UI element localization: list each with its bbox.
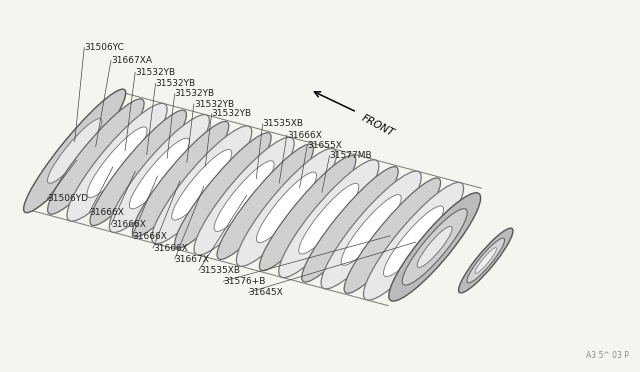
Ellipse shape [214, 161, 274, 231]
Ellipse shape [467, 238, 504, 283]
Ellipse shape [301, 167, 398, 282]
Ellipse shape [152, 126, 252, 244]
Ellipse shape [259, 155, 356, 271]
Ellipse shape [475, 248, 497, 273]
Ellipse shape [257, 172, 317, 243]
Text: 31532YB: 31532YB [212, 109, 252, 118]
Ellipse shape [129, 138, 189, 209]
Text: 31576+B: 31576+B [223, 277, 266, 286]
Ellipse shape [24, 89, 125, 213]
Ellipse shape [87, 127, 147, 198]
Ellipse shape [299, 183, 359, 254]
Ellipse shape [388, 193, 481, 301]
Ellipse shape [109, 115, 209, 232]
Text: 31666X: 31666X [111, 220, 146, 229]
Ellipse shape [321, 171, 421, 289]
Text: 31667XA: 31667XA [111, 56, 152, 65]
Text: 31506YC: 31506YC [84, 43, 124, 52]
Text: 31532YB: 31532YB [156, 79, 196, 88]
Text: 31532YB: 31532YB [175, 89, 215, 98]
Text: A3 5^ 03 P: A3 5^ 03 P [586, 351, 629, 360]
Ellipse shape [236, 148, 337, 266]
Ellipse shape [47, 119, 102, 183]
Ellipse shape [194, 137, 294, 255]
Ellipse shape [175, 133, 271, 248]
Text: 31535XB: 31535XB [199, 266, 240, 275]
Text: 31666X: 31666X [287, 131, 322, 140]
Text: 31645X: 31645X [248, 288, 284, 297]
Ellipse shape [417, 226, 452, 267]
Ellipse shape [364, 182, 463, 300]
Text: 31666X: 31666X [153, 244, 188, 253]
Ellipse shape [341, 195, 401, 265]
Ellipse shape [402, 209, 467, 285]
Text: 31577MB: 31577MB [330, 151, 372, 160]
Text: 31506YD: 31506YD [47, 195, 88, 203]
Ellipse shape [172, 150, 232, 220]
Text: 31666X: 31666X [132, 232, 167, 241]
Text: 31655X: 31655X [307, 141, 342, 150]
Text: 31666X: 31666X [90, 208, 124, 217]
Text: 31532YB: 31532YB [135, 68, 175, 77]
Ellipse shape [344, 178, 440, 293]
Text: 31667X: 31667X [175, 254, 209, 264]
Ellipse shape [279, 160, 379, 278]
Text: 31535XB: 31535XB [262, 119, 303, 128]
Ellipse shape [132, 122, 229, 237]
Ellipse shape [383, 206, 444, 277]
Ellipse shape [217, 144, 314, 259]
Ellipse shape [90, 110, 186, 225]
Ellipse shape [47, 99, 144, 214]
Ellipse shape [67, 103, 167, 221]
Text: 31532YB: 31532YB [194, 100, 234, 109]
Text: FRONT: FRONT [360, 113, 396, 138]
Ellipse shape [458, 228, 513, 293]
